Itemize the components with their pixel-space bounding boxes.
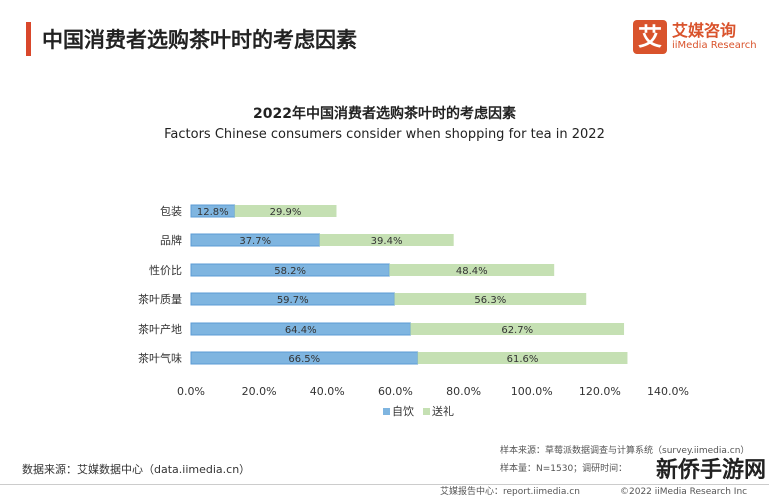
- category-label: 性价比: [149, 263, 182, 277]
- data-label: 66.5%: [288, 354, 320, 365]
- chart-title: 2022年中国消费者选购茶叶时的考虑因素: [253, 106, 516, 122]
- data-label: 64.4%: [285, 325, 317, 336]
- footer-divider: [0, 484, 769, 485]
- logo-en: iiMedia Research: [672, 40, 757, 51]
- category-label: 茶叶产地: [138, 322, 182, 336]
- category-label: 包装: [160, 205, 182, 218]
- bar-送礼: [410, 323, 625, 335]
- data-label: 56.3%: [474, 295, 506, 306]
- data-label: 29.9%: [270, 207, 302, 218]
- x-tick-label: 40.0%: [310, 385, 345, 398]
- bar-送礼: [319, 234, 454, 246]
- bar-自饮: [190, 204, 236, 218]
- bar-送礼: [417, 352, 628, 364]
- data-label: 61.6%: [507, 354, 539, 365]
- x-tick-label: 140.0%: [647, 385, 689, 398]
- category-label: 品牌: [160, 233, 182, 247]
- bar-送礼: [389, 264, 555, 276]
- legend-label: 送礼: [432, 404, 454, 418]
- sample-source: 样本来源：草莓派数据调查与计算系统（survey.iimedia.cn）: [500, 446, 750, 456]
- data-label: 37.7%: [239, 236, 271, 247]
- x-tick-label: 80.0%: [446, 385, 481, 398]
- data-label: 59.7%: [277, 295, 309, 306]
- chart-subtitle: Factors Chinese consumers consider when …: [164, 127, 605, 142]
- sample-size: 样本量：N=1530；调研时间：: [500, 464, 628, 474]
- bar-送礼: [394, 293, 587, 305]
- data-label: 58.2%: [274, 266, 306, 277]
- data-label: 39.4%: [371, 236, 403, 247]
- data-source: 数据来源：艾媒数据中心（data.iimedia.cn）: [22, 463, 251, 476]
- category-label: 茶叶气味: [138, 351, 182, 365]
- copyright: ©2022 iiMedia Research Inc: [620, 487, 748, 497]
- x-tick-label: 100.0%: [511, 385, 553, 398]
- x-tick-label: 60.0%: [378, 385, 413, 398]
- legend-swatch: [383, 408, 390, 415]
- legend-swatch: [423, 408, 430, 415]
- logo: 艾 艾媒咨询 iiMedia Research: [633, 20, 757, 54]
- logo-cn: 艾媒咨询: [672, 21, 737, 40]
- x-tick-label: 0.0%: [177, 385, 205, 398]
- page-title: 中国消费者选购茶叶时的考虑因素: [42, 28, 357, 52]
- report-center: 艾媒报告中心：report.iimedia.cn: [440, 487, 580, 497]
- x-tick-label: 20.0%: [242, 385, 277, 398]
- watermark: 新侨手游网: [656, 458, 767, 483]
- logo-icon: 艾: [633, 20, 667, 54]
- data-label: 12.8%: [197, 207, 229, 218]
- header-accent: [26, 22, 31, 56]
- data-label: 48.4%: [456, 266, 488, 277]
- data-label: 62.7%: [501, 325, 533, 336]
- category-label: 茶叶质量: [138, 293, 182, 306]
- bar-送礼: [234, 205, 337, 217]
- bar-自饮: [190, 322, 411, 336]
- legend-label: 自饮: [392, 405, 414, 418]
- x-tick-label: 120.0%: [579, 385, 621, 398]
